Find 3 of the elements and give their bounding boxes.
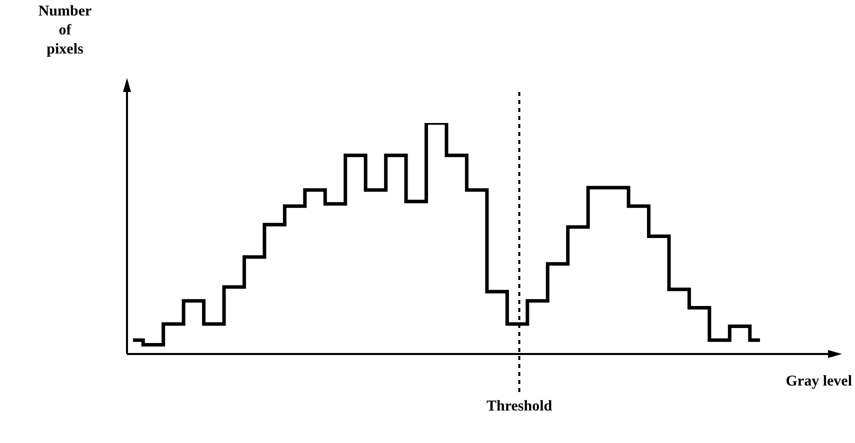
x-axis-title: Gray level [786,373,852,390]
text: Threshold [486,398,553,414]
y-axis-title: Number of pixels [38,3,92,58]
